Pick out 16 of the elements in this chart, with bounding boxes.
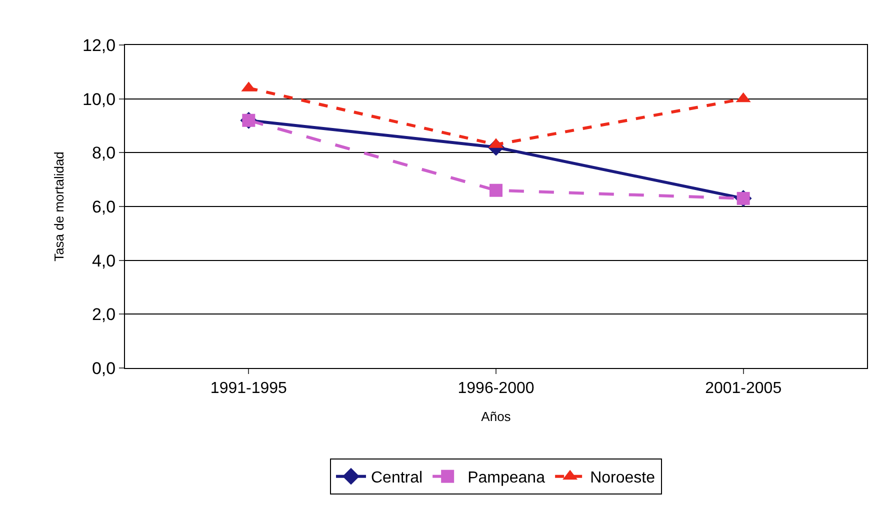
point bbox=[490, 184, 502, 197]
legend-label: Noroeste bbox=[590, 470, 656, 487]
x-tick-label: 1991-1995 bbox=[210, 380, 288, 398]
legend-label: Central bbox=[371, 470, 423, 487]
x-axis-title: Años bbox=[481, 408, 512, 424]
y-tick-label: 12,0 bbox=[82, 36, 116, 55]
y-tick-label: 0,0 bbox=[92, 358, 116, 378]
x-tick-label: 2001-2005 bbox=[705, 380, 782, 398]
legend-label: Pampeana bbox=[468, 470, 546, 487]
x-tick-label: 1996-2000 bbox=[458, 380, 534, 398]
y-tick-label: 2,0 bbox=[92, 305, 116, 324]
y-tick-label: 10,0 bbox=[82, 90, 116, 109]
y-tick-label: 6,0 bbox=[92, 197, 116, 216]
y-axis-title: Tasa de mortalidad bbox=[51, 152, 66, 262]
y-tick-label: 4,0 bbox=[92, 251, 116, 270]
y-tick-label: 8,0 bbox=[92, 144, 116, 163]
